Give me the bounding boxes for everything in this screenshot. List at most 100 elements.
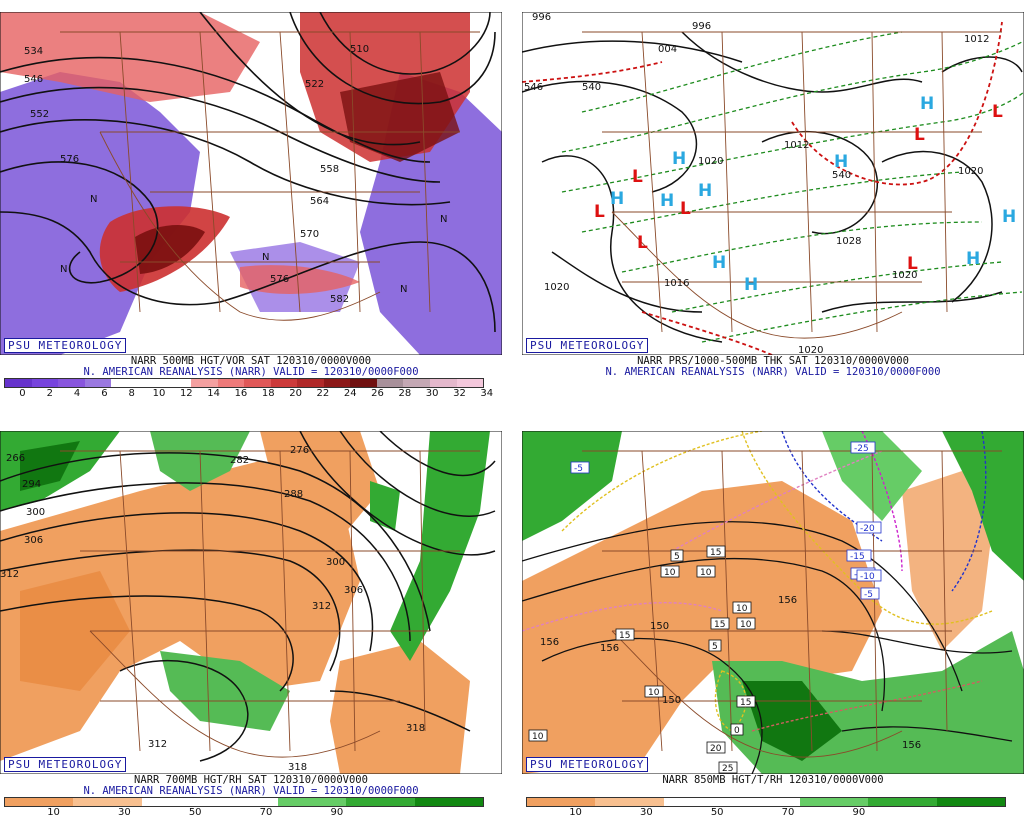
colorbar-swatch bbox=[141, 798, 210, 806]
map-valid-time: N. AMERICAN REANALYSIS (NARR) VALID = 12… bbox=[605, 366, 941, 378]
map-caption: NARR 850MB HGT/T/RH 120310/0000V000 bbox=[662, 774, 884, 786]
contour-label: 1012 bbox=[964, 34, 989, 45]
colorbar-swatch bbox=[84, 379, 112, 387]
high-pressure-mark: H bbox=[1002, 207, 1016, 227]
contour-label: 306 bbox=[24, 535, 43, 546]
high-pressure-mark: H bbox=[834, 152, 848, 172]
contour-label: 300 bbox=[326, 557, 345, 568]
contour-label: 156 bbox=[540, 637, 559, 648]
temperature-labels: -5-25-20-15-10-5510151510101010152025101… bbox=[528, 441, 882, 774]
map-500mb-vorticity: 510 522 534 546 552 558 564 570 576 582 … bbox=[0, 12, 502, 355]
high-pressure-mark: H bbox=[966, 249, 980, 269]
colorbar-tick-label: 30 bbox=[425, 388, 439, 399]
contour-label: 552 bbox=[30, 109, 49, 120]
contour-label: 576 bbox=[60, 154, 79, 165]
panel-surface-pressure-thickness: H H H H H H H H H H L L L L L L L 996 00… bbox=[522, 0, 1024, 409]
colorbar-swatch bbox=[5, 379, 32, 387]
high-pressure-mark: H bbox=[744, 275, 758, 295]
colorbar-swatch bbox=[278, 798, 347, 806]
colorbar bbox=[4, 378, 484, 388]
colorbar-swatch bbox=[137, 379, 165, 387]
panel-700mb-rh: 266 294 300 306 312 282 276 288 300 306 … bbox=[0, 419, 502, 828]
contour-label: 534 bbox=[24, 46, 43, 57]
colorbar-swatch bbox=[414, 798, 483, 806]
colorbar-tick-label: 22 bbox=[316, 388, 330, 399]
contour-label: 150 bbox=[650, 621, 669, 632]
colorbar bbox=[526, 797, 1006, 807]
contour-label: 266 bbox=[6, 453, 25, 464]
contour-label: 282 bbox=[230, 455, 249, 466]
contour-label: 1020 bbox=[698, 156, 723, 167]
temperature-label: -25 bbox=[854, 444, 869, 454]
vorticity-min-mark: N bbox=[60, 264, 67, 275]
colorbar-swatch bbox=[58, 379, 85, 387]
contour-label: 1028 bbox=[836, 236, 861, 247]
contour-label: 150 bbox=[662, 695, 681, 706]
high-pressure-mark: H bbox=[920, 94, 934, 114]
colorbar-tick-label: 34 bbox=[480, 388, 494, 399]
colorbar-tick-label: 26 bbox=[371, 388, 384, 399]
high-pressure-mark: H bbox=[610, 189, 624, 209]
colorbar-ticks: 10 30 50 70 90 bbox=[526, 807, 1004, 819]
colorbar-swatch bbox=[456, 379, 484, 387]
contour-label: 276 bbox=[290, 445, 309, 456]
contour-label: 1020 bbox=[892, 270, 917, 281]
contour-label: 312 bbox=[0, 569, 19, 580]
map-850mb-temp-rh: 156 156 150 156 150 156 -5-25-20-15-10-5… bbox=[522, 431, 1024, 774]
high-pressure-mark: H bbox=[712, 253, 726, 273]
contour-label: 582 bbox=[330, 294, 349, 305]
map-700mb-rh: 266 294 300 306 312 282 276 288 300 306 … bbox=[0, 431, 502, 774]
map-caption: NARR 700MB HGT/RH SAT 120310/0000V000 bbox=[134, 774, 368, 786]
colorbar-swatch bbox=[190, 379, 218, 387]
colorbar-swatch bbox=[111, 379, 138, 387]
colorbar-tick-label: 10 bbox=[569, 807, 582, 818]
temperature-label: 10 bbox=[736, 604, 748, 614]
temperature-label: -15 bbox=[850, 552, 865, 562]
psu-meteorology-badge: PSU METEOROLOGY bbox=[526, 338, 649, 353]
temperature-label: -5 bbox=[864, 590, 873, 600]
colorbar-tick-label: 10 bbox=[47, 807, 60, 818]
contour-label: 546 bbox=[524, 82, 543, 93]
colorbar-tick-label: 20 bbox=[289, 388, 302, 399]
contour-label: 1020 bbox=[958, 166, 983, 177]
high-pressure-mark: H bbox=[660, 191, 674, 211]
temperature-label: -20 bbox=[860, 524, 875, 534]
temperature-label: 5 bbox=[712, 642, 718, 652]
colorbar-swatch bbox=[868, 798, 937, 806]
colorbar-swatch bbox=[731, 798, 801, 806]
colorbar-tick-label: 70 bbox=[781, 807, 795, 818]
low-pressure-mark: L bbox=[594, 202, 605, 222]
contour-label: 312 bbox=[148, 739, 167, 750]
colorbar-tick-label: 30 bbox=[640, 807, 653, 818]
contour-label: 1012 bbox=[784, 140, 809, 151]
colorbar-tick-label: 6 bbox=[101, 388, 108, 399]
contour-label: 522 bbox=[305, 79, 324, 90]
low-pressure-mark: L bbox=[637, 233, 648, 253]
colorbar-tick-label: 28 bbox=[398, 388, 412, 399]
colorbar-swatch bbox=[800, 798, 869, 806]
contour-label: 510 bbox=[350, 44, 369, 55]
psu-meteorology-badge: PSU METEOROLOGY bbox=[526, 757, 649, 772]
colorbar-ticks: 10 30 50 70 90 bbox=[4, 807, 482, 819]
temperature-label: 10 bbox=[700, 568, 712, 578]
colorbar-swatch bbox=[403, 379, 430, 387]
vorticity-min-mark: N bbox=[262, 252, 269, 263]
contour-label: 1020 bbox=[798, 345, 823, 355]
colorbar-swatch bbox=[5, 798, 74, 806]
colorbar-tick-label: 70 bbox=[259, 807, 273, 818]
colorbar-swatch bbox=[663, 798, 732, 806]
thickness-label: 540 bbox=[582, 82, 601, 93]
map-surface-pressure: H H H H H H H H H H L L L L L L L 996 00… bbox=[522, 12, 1024, 355]
contour-label: 306 bbox=[344, 585, 363, 596]
map-caption: NARR PRS/1000-500MB THK SAT 120310/0000V… bbox=[637, 355, 909, 367]
colorbar-swatch bbox=[595, 798, 664, 806]
vorticity-min-mark: N bbox=[400, 284, 407, 295]
contour-label: 546 bbox=[24, 74, 43, 85]
high-pressure-mark: H bbox=[698, 181, 712, 201]
colorbar-swatch bbox=[323, 379, 351, 387]
temperature-label: -5 bbox=[574, 464, 583, 474]
colorbar-tick-label: 8 bbox=[128, 388, 135, 399]
colorbar-tick-label: 32 bbox=[453, 388, 466, 399]
temperature-label: 15 bbox=[740, 698, 751, 708]
colorbar-tick-label: 14 bbox=[207, 388, 220, 399]
